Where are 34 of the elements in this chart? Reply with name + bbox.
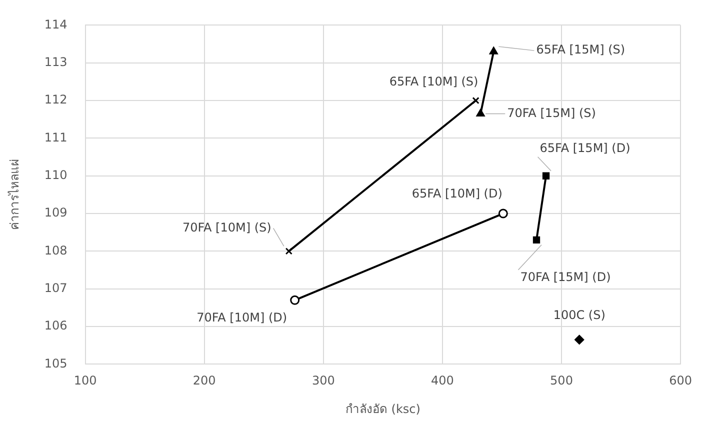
y-tick-label: 109 — [44, 206, 68, 220]
x-tick-label: 600 — [669, 374, 692, 388]
annotation: 70FA [15M] (D) — [520, 270, 611, 284]
x-tick-label: 300 — [312, 374, 335, 388]
y-tick-label: 112 — [44, 92, 68, 107]
point — [290, 295, 300, 305]
y-tick-label: 107 — [44, 280, 68, 295]
point — [574, 334, 584, 344]
annotation: 65FA [10M] (S) — [389, 74, 478, 89]
y-tick-label: 110 — [44, 168, 68, 182]
x-axis-title: กำลังอัด (ksc) — [345, 402, 420, 416]
x-tick-label: 100 — [74, 374, 97, 388]
annotation: 100C (S) — [553, 308, 606, 322]
annotation: 70FA [10M] (D) — [196, 310, 288, 324]
point — [498, 208, 508, 218]
x-tick-label: 500 — [550, 374, 573, 388]
point — [542, 172, 550, 180]
y-tick-label: 108 — [44, 243, 68, 258]
y-tick-label: 105 — [44, 356, 68, 370]
point — [532, 236, 540, 244]
y-tick-label: 114 — [44, 17, 68, 32]
annotation: 65FA [15M] (D) — [540, 140, 630, 155]
annotation: 70FA [15M] (S) — [507, 106, 596, 120]
annotation: 65FA [10M] (D) — [412, 186, 502, 201]
x-tick-label: 400 — [430, 374, 454, 388]
y-tick-label: 113 — [44, 54, 68, 69]
point — [285, 248, 292, 255]
annotation: 70FA [10M] (S) — [182, 220, 272, 234]
x-tick-label: 200 — [192, 374, 216, 388]
y-tick-label: 106 — [44, 318, 68, 333]
y-tick-label: 111 — [44, 130, 68, 144]
annotation: 65FA [15M] (S) — [536, 42, 626, 57]
y-axis-title: ค่าการไหลแผ่ — [7, 159, 22, 230]
point — [472, 96, 480, 104]
